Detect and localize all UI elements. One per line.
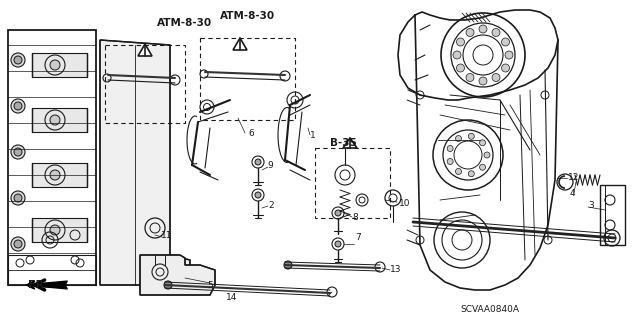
Circle shape <box>502 64 509 72</box>
Circle shape <box>14 56 22 64</box>
Bar <box>105 45 185 123</box>
Bar <box>200 38 295 120</box>
Bar <box>315 148 390 218</box>
Circle shape <box>492 28 500 36</box>
Circle shape <box>479 77 487 85</box>
Text: 2: 2 <box>268 202 274 211</box>
Circle shape <box>447 159 453 165</box>
Polygon shape <box>140 255 215 295</box>
Circle shape <box>335 241 341 247</box>
Circle shape <box>468 133 474 139</box>
Circle shape <box>255 159 261 165</box>
Text: 4: 4 <box>570 189 575 197</box>
Circle shape <box>14 148 22 156</box>
Polygon shape <box>343 138 357 148</box>
Circle shape <box>492 73 500 82</box>
Circle shape <box>484 152 490 158</box>
Text: 5: 5 <box>207 280 212 290</box>
Bar <box>600 185 625 245</box>
Circle shape <box>50 60 60 70</box>
Polygon shape <box>233 38 247 50</box>
Text: 6: 6 <box>248 129 253 137</box>
Circle shape <box>502 38 509 46</box>
Text: 12: 12 <box>568 173 579 182</box>
Circle shape <box>479 164 486 170</box>
Circle shape <box>14 102 22 110</box>
Text: B-35: B-35 <box>330 138 356 148</box>
Circle shape <box>11 237 25 251</box>
Circle shape <box>11 53 25 67</box>
Circle shape <box>466 73 474 82</box>
Circle shape <box>255 192 261 198</box>
Circle shape <box>50 225 60 235</box>
Circle shape <box>447 145 453 152</box>
Text: ATM-8-30: ATM-8-30 <box>157 18 212 28</box>
Circle shape <box>456 136 461 142</box>
Circle shape <box>456 64 465 72</box>
Polygon shape <box>100 40 190 285</box>
Bar <box>32 108 87 132</box>
Circle shape <box>50 115 60 125</box>
Text: SCVAA0840A: SCVAA0840A <box>461 305 520 314</box>
Text: ATM-8-30: ATM-8-30 <box>220 11 276 21</box>
Circle shape <box>11 191 25 205</box>
Text: 3: 3 <box>588 201 594 210</box>
Circle shape <box>284 261 292 269</box>
Bar <box>32 163 87 187</box>
Circle shape <box>456 168 461 174</box>
Text: FR.: FR. <box>28 280 49 290</box>
Bar <box>32 53 87 77</box>
Text: 8: 8 <box>352 212 358 221</box>
Bar <box>32 163 87 187</box>
Bar <box>8 255 96 285</box>
Circle shape <box>335 210 341 216</box>
Text: 11: 11 <box>161 232 173 241</box>
Circle shape <box>505 51 513 59</box>
Circle shape <box>453 51 461 59</box>
Text: 10: 10 <box>399 199 410 209</box>
Circle shape <box>14 240 22 248</box>
Circle shape <box>456 38 465 46</box>
Circle shape <box>468 171 474 177</box>
Bar <box>32 53 87 77</box>
Circle shape <box>466 28 474 36</box>
Circle shape <box>479 25 487 33</box>
Circle shape <box>479 140 486 146</box>
Bar <box>32 218 87 242</box>
Text: 14: 14 <box>226 293 237 302</box>
Bar <box>32 108 87 132</box>
Circle shape <box>14 194 22 202</box>
Text: 1: 1 <box>310 130 316 139</box>
Text: 7: 7 <box>355 233 361 241</box>
Text: 9: 9 <box>267 160 273 169</box>
Polygon shape <box>138 44 152 56</box>
Text: 13: 13 <box>390 265 401 275</box>
Bar <box>8 30 96 285</box>
Circle shape <box>11 145 25 159</box>
Circle shape <box>50 170 60 180</box>
Circle shape <box>164 281 172 289</box>
Bar <box>32 218 87 242</box>
Circle shape <box>11 99 25 113</box>
